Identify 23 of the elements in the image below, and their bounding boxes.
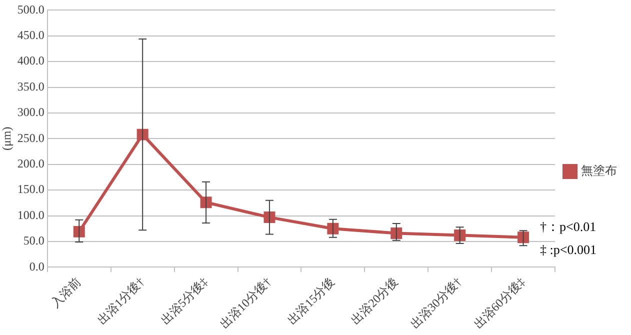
y-tick-label: 400.0 <box>17 54 44 68</box>
y-tick-label: 200.0 <box>17 156 44 171</box>
x-tick-label: 出浴20分後 <box>348 274 401 328</box>
y-tick-label: 50.0 <box>23 234 44 248</box>
y-tick-label: 450.0 <box>17 28 44 42</box>
x-tick-label: 出浴5分後‡ <box>158 274 210 328</box>
y-tick-label: 250.0 <box>17 130 44 145</box>
y-axis-title: (μm) <box>0 126 14 151</box>
annotation: †：p<0.01 <box>540 218 596 236</box>
annotation: ‡ :p<0.001 <box>540 242 596 258</box>
y-tick-label: 0.0 <box>29 259 44 274</box>
x-tick-label: 出浴15分後 <box>284 274 338 328</box>
y-tick-label: 300.0 <box>17 105 44 120</box>
x-tick-label: 入浴前 <box>48 274 84 310</box>
y-tick-label: 350.0 <box>17 79 44 94</box>
y-tick-label: 150.0 <box>17 182 44 196</box>
y-tick-label: 100.0 <box>17 208 44 222</box>
y-tick-label: 500.0 <box>17 2 44 16</box>
legend-label: 無塗布 <box>581 164 617 178</box>
x-tick-label: 出浴30分後† <box>408 274 464 332</box>
x-tick-label: 出浴10分後† <box>217 274 274 332</box>
x-tick-label: 出浴60分後‡ <box>471 274 528 332</box>
x-tick-label: 出浴1分後† <box>94 274 147 328</box>
